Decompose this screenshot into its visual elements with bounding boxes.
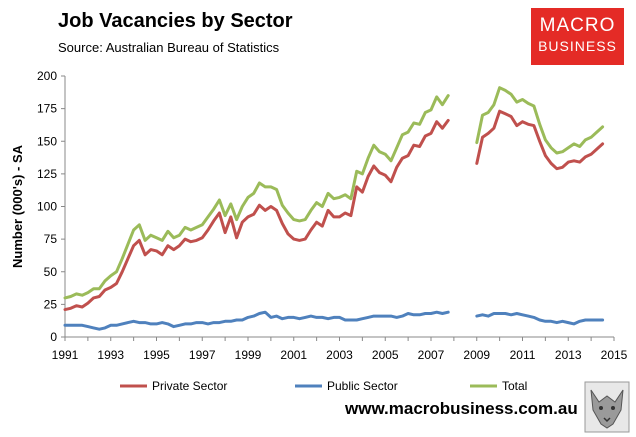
y-tick-label: 25 <box>44 297 58 311</box>
x-tick-label: 1997 <box>189 348 216 362</box>
x-tick-label: 2001 <box>280 348 307 362</box>
chart-title: Job Vacancies by Sector <box>58 10 293 32</box>
series-line-public-sector <box>475 312 605 326</box>
chart-source: Source: Australian Bureau of Statistics <box>58 40 280 55</box>
chart-legend: Private Sector Public Sector Total <box>120 379 527 393</box>
brand-logo: MACRO BUSINESS <box>531 8 624 65</box>
y-tick-label: 200 <box>37 69 57 83</box>
series-line-total <box>63 94 450 300</box>
x-tick-label: 1991 <box>52 348 79 362</box>
y-tick-label: 50 <box>44 265 58 279</box>
x-tick-label: 2005 <box>372 348 399 362</box>
y-tick-label: 125 <box>37 167 57 181</box>
y-axis-label: Number (000's) - SA <box>10 144 25 268</box>
x-tick-label: 1993 <box>97 348 124 362</box>
x-tick-label: 2007 <box>418 348 445 362</box>
series-line-public-sector <box>63 310 450 331</box>
x-tick-label: 2009 <box>463 348 490 362</box>
series-line-total <box>475 86 605 155</box>
legend-label-private-sector: Private Sector <box>152 379 227 393</box>
y-tick-label: 150 <box>37 134 57 148</box>
x-tick-label: 2011 <box>510 348 536 362</box>
x-tick-label: 2015 <box>601 348 628 362</box>
y-tick-label: 100 <box>37 200 57 214</box>
x-tick-label: 2013 <box>555 348 582 362</box>
x-tick-label: 2003 <box>326 348 353 362</box>
series-line-private-sector <box>63 118 450 312</box>
y-tick-label: 175 <box>37 102 57 116</box>
x-tick-label: 1999 <box>235 348 262 362</box>
brand-line-2: BUSINESS <box>538 38 617 54</box>
site-url: www.macrobusiness.com.au <box>345 399 578 418</box>
legend-label-total: Total <box>502 379 527 393</box>
brand-line-1: MACRO <box>539 15 616 36</box>
wolf-logo-icon <box>584 381 630 433</box>
series-line-private-sector <box>475 109 605 171</box>
x-tick-label: 1995 <box>143 348 170 362</box>
y-tick-label: 0 <box>50 330 57 344</box>
legend-label-public-sector: Public Sector <box>327 379 398 393</box>
chart-axes: 0 25 50 75 100 125 150 175 200 1991 1993 1995 1997 19… <box>10 69 628 362</box>
chart-series <box>63 86 605 331</box>
y-tick-label: 75 <box>44 232 58 246</box>
